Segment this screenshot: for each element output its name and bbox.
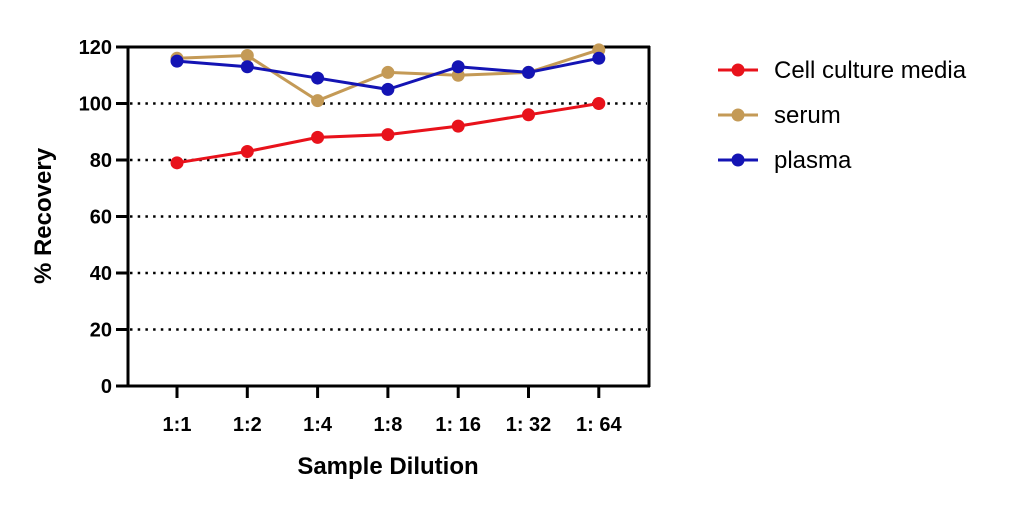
data-point — [522, 108, 535, 122]
y-tick-label: 0 — [101, 376, 112, 398]
legend-item: Cell culture media — [718, 57, 967, 84]
series-group — [170, 43, 606, 170]
x-axis-title: Sample Dilution — [297, 453, 478, 480]
y-axis-title: % Recovery — [30, 147, 57, 284]
series-serum — [170, 43, 606, 108]
x-tick-label: 1: 32 — [506, 414, 552, 436]
y-tick-label: 120 — [79, 37, 112, 59]
x-tick-label: 1:8 — [373, 414, 402, 436]
data-point — [240, 60, 254, 74]
legend-label: serum — [774, 102, 841, 129]
x-tick-label: 1:2 — [233, 414, 262, 436]
plot-frame — [126, 45, 651, 388]
data-point — [451, 119, 465, 133]
y-tick-label: 40 — [90, 263, 112, 285]
data-point — [240, 48, 254, 62]
data-point — [592, 97, 606, 110]
legend-label: plasma — [774, 147, 852, 174]
legend-marker — [731, 63, 745, 77]
x-tick-label: 1:1 — [163, 414, 192, 436]
legend-item: serum — [718, 102, 841, 129]
data-point — [311, 71, 325, 85]
data-point — [381, 65, 395, 79]
x-tick-label: 1:4 — [303, 414, 333, 436]
data-point — [381, 82, 395, 96]
data-point — [522, 65, 535, 79]
data-point — [311, 130, 325, 144]
data-point — [240, 145, 254, 159]
x-tick-label: 1: 64 — [576, 414, 622, 436]
series-plasma — [170, 51, 606, 96]
x-axis-ticks: 1:1 1:2 1:4 1:8 1: 16 1: 32 1: 64 — [163, 386, 622, 436]
legend-label: Cell culture media — [774, 57, 967, 84]
y-tick-label: 60 — [90, 207, 112, 229]
data-point — [592, 51, 606, 65]
gridlines — [130, 102, 647, 331]
data-point — [170, 54, 184, 68]
legend-item: plasma — [718, 147, 852, 174]
y-tick-label: 100 — [79, 94, 112, 116]
data-point — [170, 156, 184, 170]
legend-marker — [731, 153, 745, 167]
legend-marker — [731, 108, 745, 122]
y-axis-ticks: 0 20 40 60 80 100 120 — [79, 37, 128, 398]
series-cell-culture-media — [170, 97, 606, 170]
legend: Cell culture media serum plasma — [718, 57, 967, 174]
data-point — [381, 128, 395, 142]
data-point — [311, 94, 325, 108]
y-tick-label: 80 — [90, 150, 112, 172]
data-point — [451, 60, 465, 74]
y-tick-label: 20 — [90, 320, 112, 342]
x-tick-label: 1: 16 — [435, 414, 481, 436]
